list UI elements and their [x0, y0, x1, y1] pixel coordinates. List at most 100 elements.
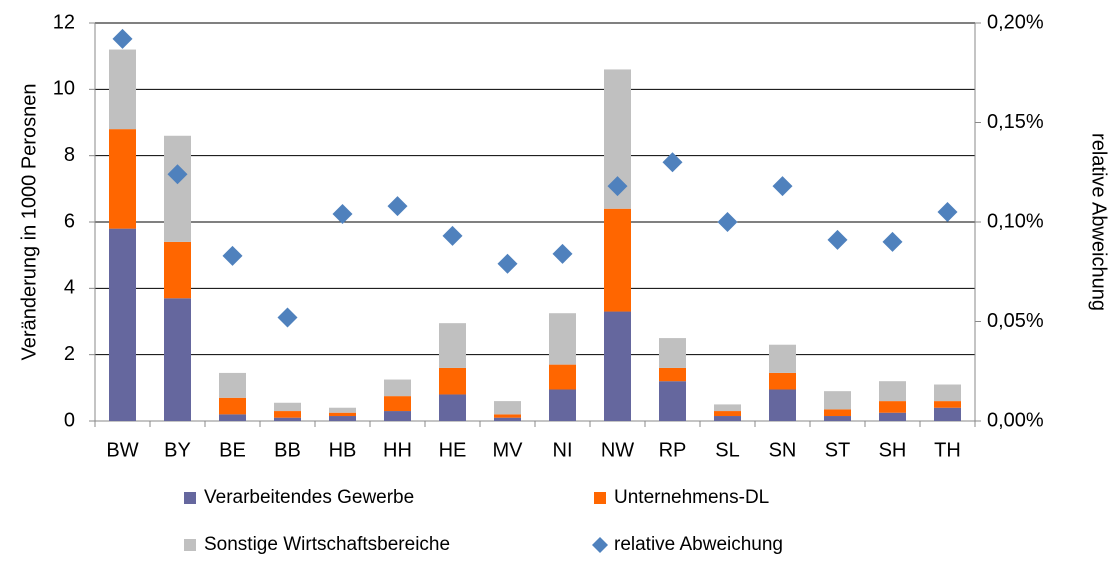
x-tick-label: TH: [934, 439, 961, 461]
bar: [604, 311, 631, 421]
x-tick-label: SH: [879, 439, 907, 461]
bar: [384, 396, 411, 412]
x-tick-label: MV: [493, 439, 524, 461]
bar: [769, 389, 796, 421]
bar: [659, 381, 686, 421]
y-tick-label: 8: [64, 144, 75, 166]
bar: [879, 412, 906, 421]
bar: [769, 372, 796, 390]
bar: [109, 228, 136, 421]
legend-swatch: [184, 492, 196, 504]
bar: [164, 135, 191, 242]
bar: [659, 367, 686, 382]
legend-swatch: [184, 539, 196, 551]
x-tick-label: SL: [715, 439, 739, 461]
bar: [494, 414, 521, 418]
bar: [934, 401, 961, 408]
bar: [274, 417, 301, 421]
bar: [824, 391, 851, 410]
marker: [827, 229, 848, 250]
y2-axis-title: relative Abweichung: [1088, 133, 1110, 311]
x-tick-label: BB: [274, 439, 301, 461]
y2-tick-label: 0,15%: [987, 111, 1044, 133]
bar: [219, 397, 246, 415]
x-tick-label: RP: [659, 439, 687, 461]
bar: [549, 313, 576, 365]
y-tick-label: 0: [64, 409, 75, 431]
bar: [494, 417, 521, 421]
bar: [879, 381, 906, 402]
y2-tick-label: 0,10%: [987, 210, 1044, 232]
x-tick-label: ST: [825, 439, 851, 461]
bar: [934, 384, 961, 402]
x-tick-label: HB: [329, 439, 357, 461]
marker: [222, 245, 243, 266]
bar: [714, 416, 741, 421]
marker: [937, 202, 958, 223]
marker: [277, 307, 298, 328]
marker: [717, 212, 738, 232]
bar: [164, 241, 191, 299]
y-tick-label: 12: [53, 11, 75, 33]
bar: [329, 412, 356, 417]
marker: [662, 152, 683, 173]
marker: [497, 253, 518, 274]
bar: [714, 411, 741, 417]
bar: [604, 208, 631, 312]
bar: [329, 416, 356, 421]
bar: [109, 129, 136, 229]
bar: [274, 402, 301, 412]
marker: [112, 28, 133, 49]
legend-marker: [592, 537, 608, 553]
marker: [332, 204, 353, 225]
legend-label: Unternehmens-DL: [614, 487, 769, 508]
y-tick-label: 10: [53, 78, 75, 100]
bar: [824, 409, 851, 417]
legend-label: Verarbeitendes Gewerbe: [204, 487, 414, 508]
y2-tick-label: 0,00%: [987, 409, 1044, 431]
bar: [274, 411, 301, 418]
bar: [219, 372, 246, 398]
bar: [549, 364, 576, 390]
bar: [439, 367, 466, 395]
marker: [167, 164, 188, 185]
y2-tick-label: 0,05%: [987, 310, 1044, 332]
bar: [879, 401, 906, 413]
y-tick-label: 4: [64, 277, 75, 299]
legend-swatch: [594, 492, 606, 504]
marker: [607, 176, 628, 197]
bar: [494, 401, 521, 415]
bar: [384, 411, 411, 421]
y-tick-label: 6: [64, 210, 75, 232]
marker: [772, 176, 793, 197]
x-tick-label: BW: [106, 439, 138, 461]
legend-label: Sonstige Wirtschaftsbereiche: [204, 534, 450, 555]
bar: [384, 379, 411, 397]
x-tick-label: HH: [383, 439, 412, 461]
bar: [329, 407, 356, 413]
y2-tick-label: 0,20%: [987, 11, 1044, 33]
legend-label: relative Abweichung: [614, 534, 783, 555]
bar: [109, 49, 136, 130]
bar: [219, 414, 246, 421]
bar: [439, 394, 466, 421]
x-tick-label: HE: [439, 439, 467, 461]
bar: [439, 323, 466, 368]
marker: [442, 225, 463, 246]
marker: [552, 243, 573, 264]
marker: [387, 196, 408, 217]
bar: [164, 298, 191, 421]
marker: [882, 231, 903, 252]
bar: [934, 407, 961, 421]
x-tick-label: BY: [164, 439, 191, 461]
x-tick-label: BE: [219, 439, 246, 461]
x-tick-label: NW: [601, 439, 634, 461]
bar: [769, 344, 796, 373]
x-tick-label: NI: [553, 439, 573, 461]
y-tick-label: 2: [64, 343, 75, 365]
bar: [549, 389, 576, 421]
x-tick-label: SN: [769, 439, 797, 461]
y-axis-title: Veränderung in 1000 Perosnen: [18, 84, 40, 361]
bar: [659, 338, 686, 368]
